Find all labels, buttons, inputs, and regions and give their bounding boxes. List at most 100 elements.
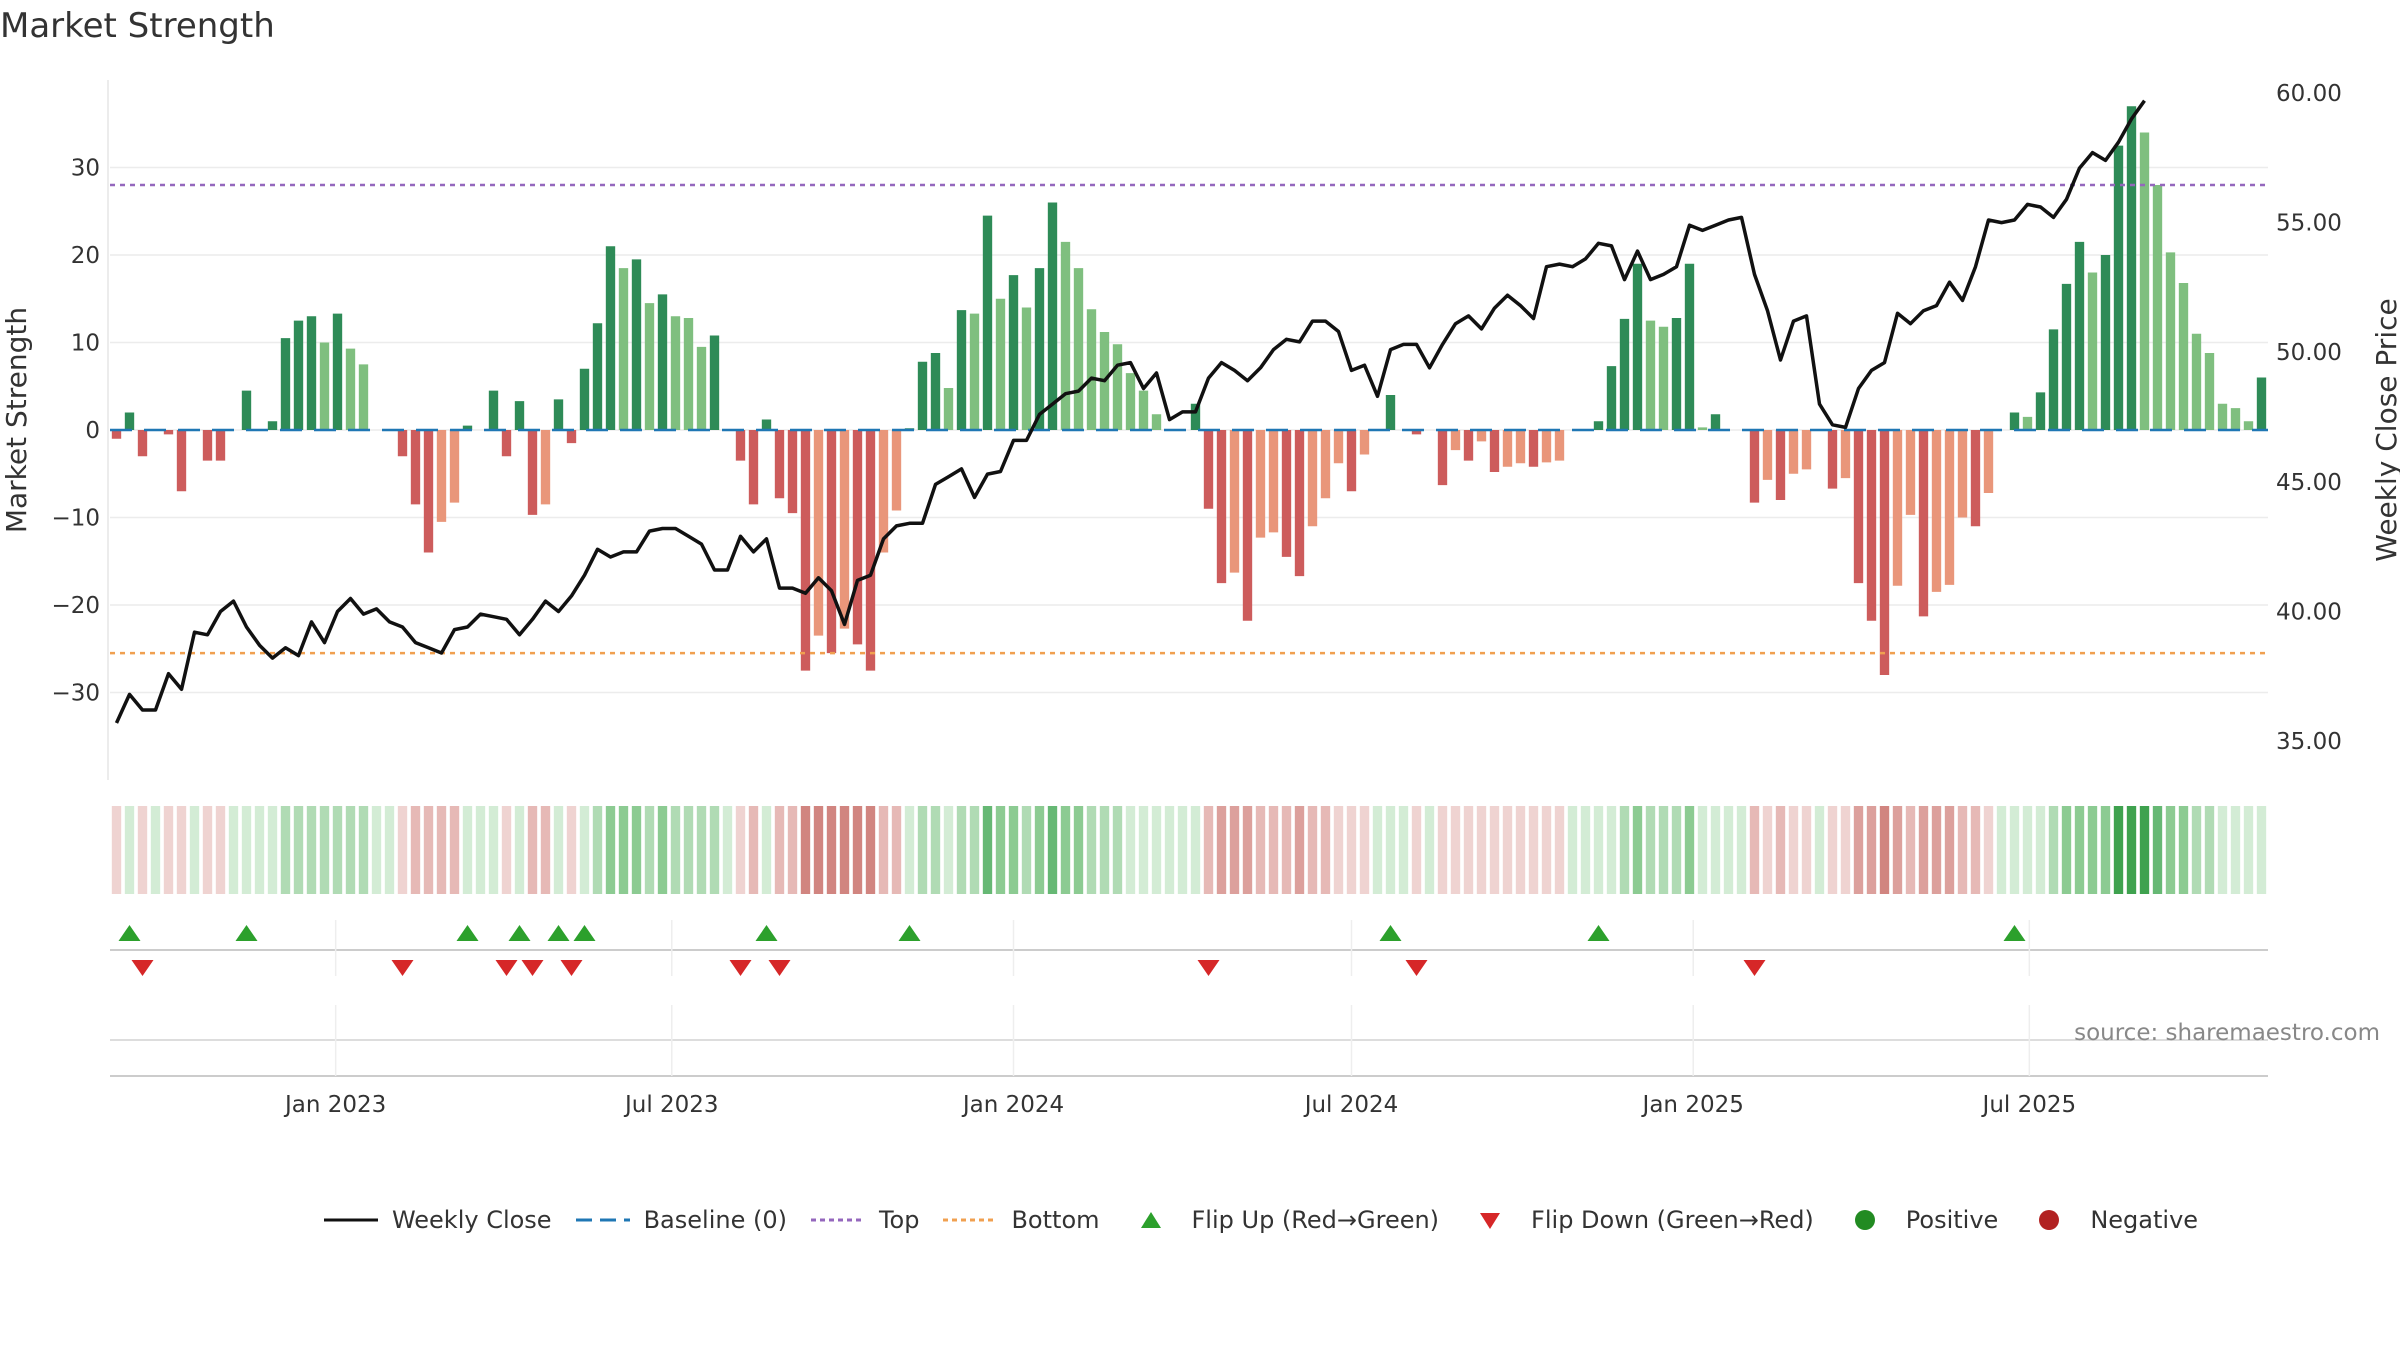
strength-bars xyxy=(111,106,2267,675)
strength-bar xyxy=(1879,430,1890,675)
strength-bar xyxy=(462,425,473,430)
heat-cell xyxy=(527,806,538,894)
heat-cell xyxy=(566,806,577,894)
strength-bar xyxy=(2178,283,2189,430)
strength-bar xyxy=(956,310,967,430)
heat-cell xyxy=(436,806,447,894)
strength-bar xyxy=(709,335,720,430)
strength-bar xyxy=(839,430,850,629)
strength-bar xyxy=(2126,106,2137,430)
heat-cell xyxy=(904,806,915,894)
weekly-close-line xyxy=(114,99,2146,724)
strength-bar xyxy=(2009,412,2020,430)
strength-bar xyxy=(917,361,928,430)
flip-down-marker xyxy=(1405,960,1428,976)
heat-cell xyxy=(1892,806,1903,894)
chart-title: Market Strength xyxy=(0,6,275,46)
heat-cell xyxy=(878,806,889,894)
heat-cell xyxy=(943,806,954,894)
legend-label: Weekly Close xyxy=(391,1206,552,1234)
flip-down-marker xyxy=(1197,960,1220,976)
y-axis-right-title: Weekly Close Price xyxy=(2370,298,2400,561)
heat-cell xyxy=(1554,806,1565,894)
heat-cell xyxy=(735,806,746,894)
heat-cell xyxy=(1099,806,1110,894)
y2-tick-label: 50.00 xyxy=(2276,340,2342,366)
heat-cell xyxy=(1957,806,1968,894)
legend-label: Top xyxy=(878,1206,920,1234)
flip-up-marker xyxy=(456,925,479,941)
heat-cell xyxy=(1359,806,1370,894)
strength-bar xyxy=(163,430,174,435)
heat-cell xyxy=(1203,806,1214,894)
x-tick-label: Jan 2024 xyxy=(961,1092,1064,1118)
heat-cell xyxy=(215,806,226,894)
strength-bar xyxy=(1918,430,1929,617)
y2-tick-label: 40.00 xyxy=(2276,599,2342,625)
strength-bar xyxy=(1970,430,1981,527)
heat-cell xyxy=(1424,806,1435,894)
heat-cell xyxy=(449,806,460,894)
heat-cell xyxy=(2152,806,2163,894)
strength-bar xyxy=(124,412,135,430)
y-tick-label: 30 xyxy=(71,156,100,182)
strength-bar xyxy=(683,318,694,430)
heat-cell xyxy=(800,806,811,894)
heat-cell xyxy=(1346,806,1357,894)
strength-bar xyxy=(1645,320,1656,430)
strength-bar xyxy=(137,430,148,457)
flip-markers-panel xyxy=(110,925,2268,976)
heat-cell xyxy=(189,806,200,894)
strength-bar xyxy=(2074,241,2085,430)
y-tick-label: 20 xyxy=(71,243,100,269)
heat-cell xyxy=(1047,806,1058,894)
strength-bar xyxy=(514,401,525,430)
legend-item: Weekly Close xyxy=(322,1206,552,1234)
strength-bar xyxy=(1086,309,1097,430)
strength-bar xyxy=(2113,145,2124,430)
heat-cell xyxy=(995,806,1006,894)
heat-cell xyxy=(2230,806,2241,894)
strength-heat-strip xyxy=(111,806,2267,894)
strength-bar xyxy=(826,430,837,654)
strength-bar xyxy=(2022,416,2033,430)
y-tick-label: 10 xyxy=(71,331,100,357)
heat-cell xyxy=(384,806,395,894)
heat-cell xyxy=(1710,806,1721,894)
strength-bar xyxy=(2100,255,2111,430)
heat-cell xyxy=(306,806,317,894)
strength-bar xyxy=(358,364,369,430)
heat-cell xyxy=(813,806,824,894)
heat-cell xyxy=(1450,806,1461,894)
legend-label: Flip Down (Green→Red) xyxy=(1531,1206,1814,1234)
flip-up-marker xyxy=(547,925,570,941)
heat-cell xyxy=(1853,806,1864,894)
heat-cell xyxy=(2217,806,2228,894)
strength-bar xyxy=(1762,430,1773,480)
heat-cell xyxy=(1879,806,1890,894)
heat-cell xyxy=(956,806,967,894)
flip-down-marker xyxy=(560,960,583,976)
strength-bar xyxy=(540,430,551,505)
heat-cell xyxy=(683,806,694,894)
strength-bar xyxy=(1593,421,1604,430)
heat-cell xyxy=(111,806,122,894)
heat-cell xyxy=(1541,806,1552,894)
strength-bar xyxy=(1775,430,1786,500)
y-axis-left: −30 −20 −10 0 10 20 30 xyxy=(51,156,100,707)
heat-cell xyxy=(1970,806,1981,894)
strength-bar xyxy=(1008,275,1019,430)
heat-cell xyxy=(228,806,239,894)
flip-up-marker xyxy=(898,925,921,941)
heat-cell xyxy=(1411,806,1422,894)
strength-bar xyxy=(670,316,681,430)
strength-bar xyxy=(410,430,421,505)
heat-cell xyxy=(826,806,837,894)
heat-cell xyxy=(2087,806,2098,894)
heat-cell xyxy=(1645,806,1656,894)
strength-bar xyxy=(527,430,538,515)
strength-bar xyxy=(1138,390,1149,430)
heat-cell xyxy=(1944,806,1955,894)
heat-cell xyxy=(1983,806,1994,894)
strength-bar xyxy=(1957,430,1968,518)
